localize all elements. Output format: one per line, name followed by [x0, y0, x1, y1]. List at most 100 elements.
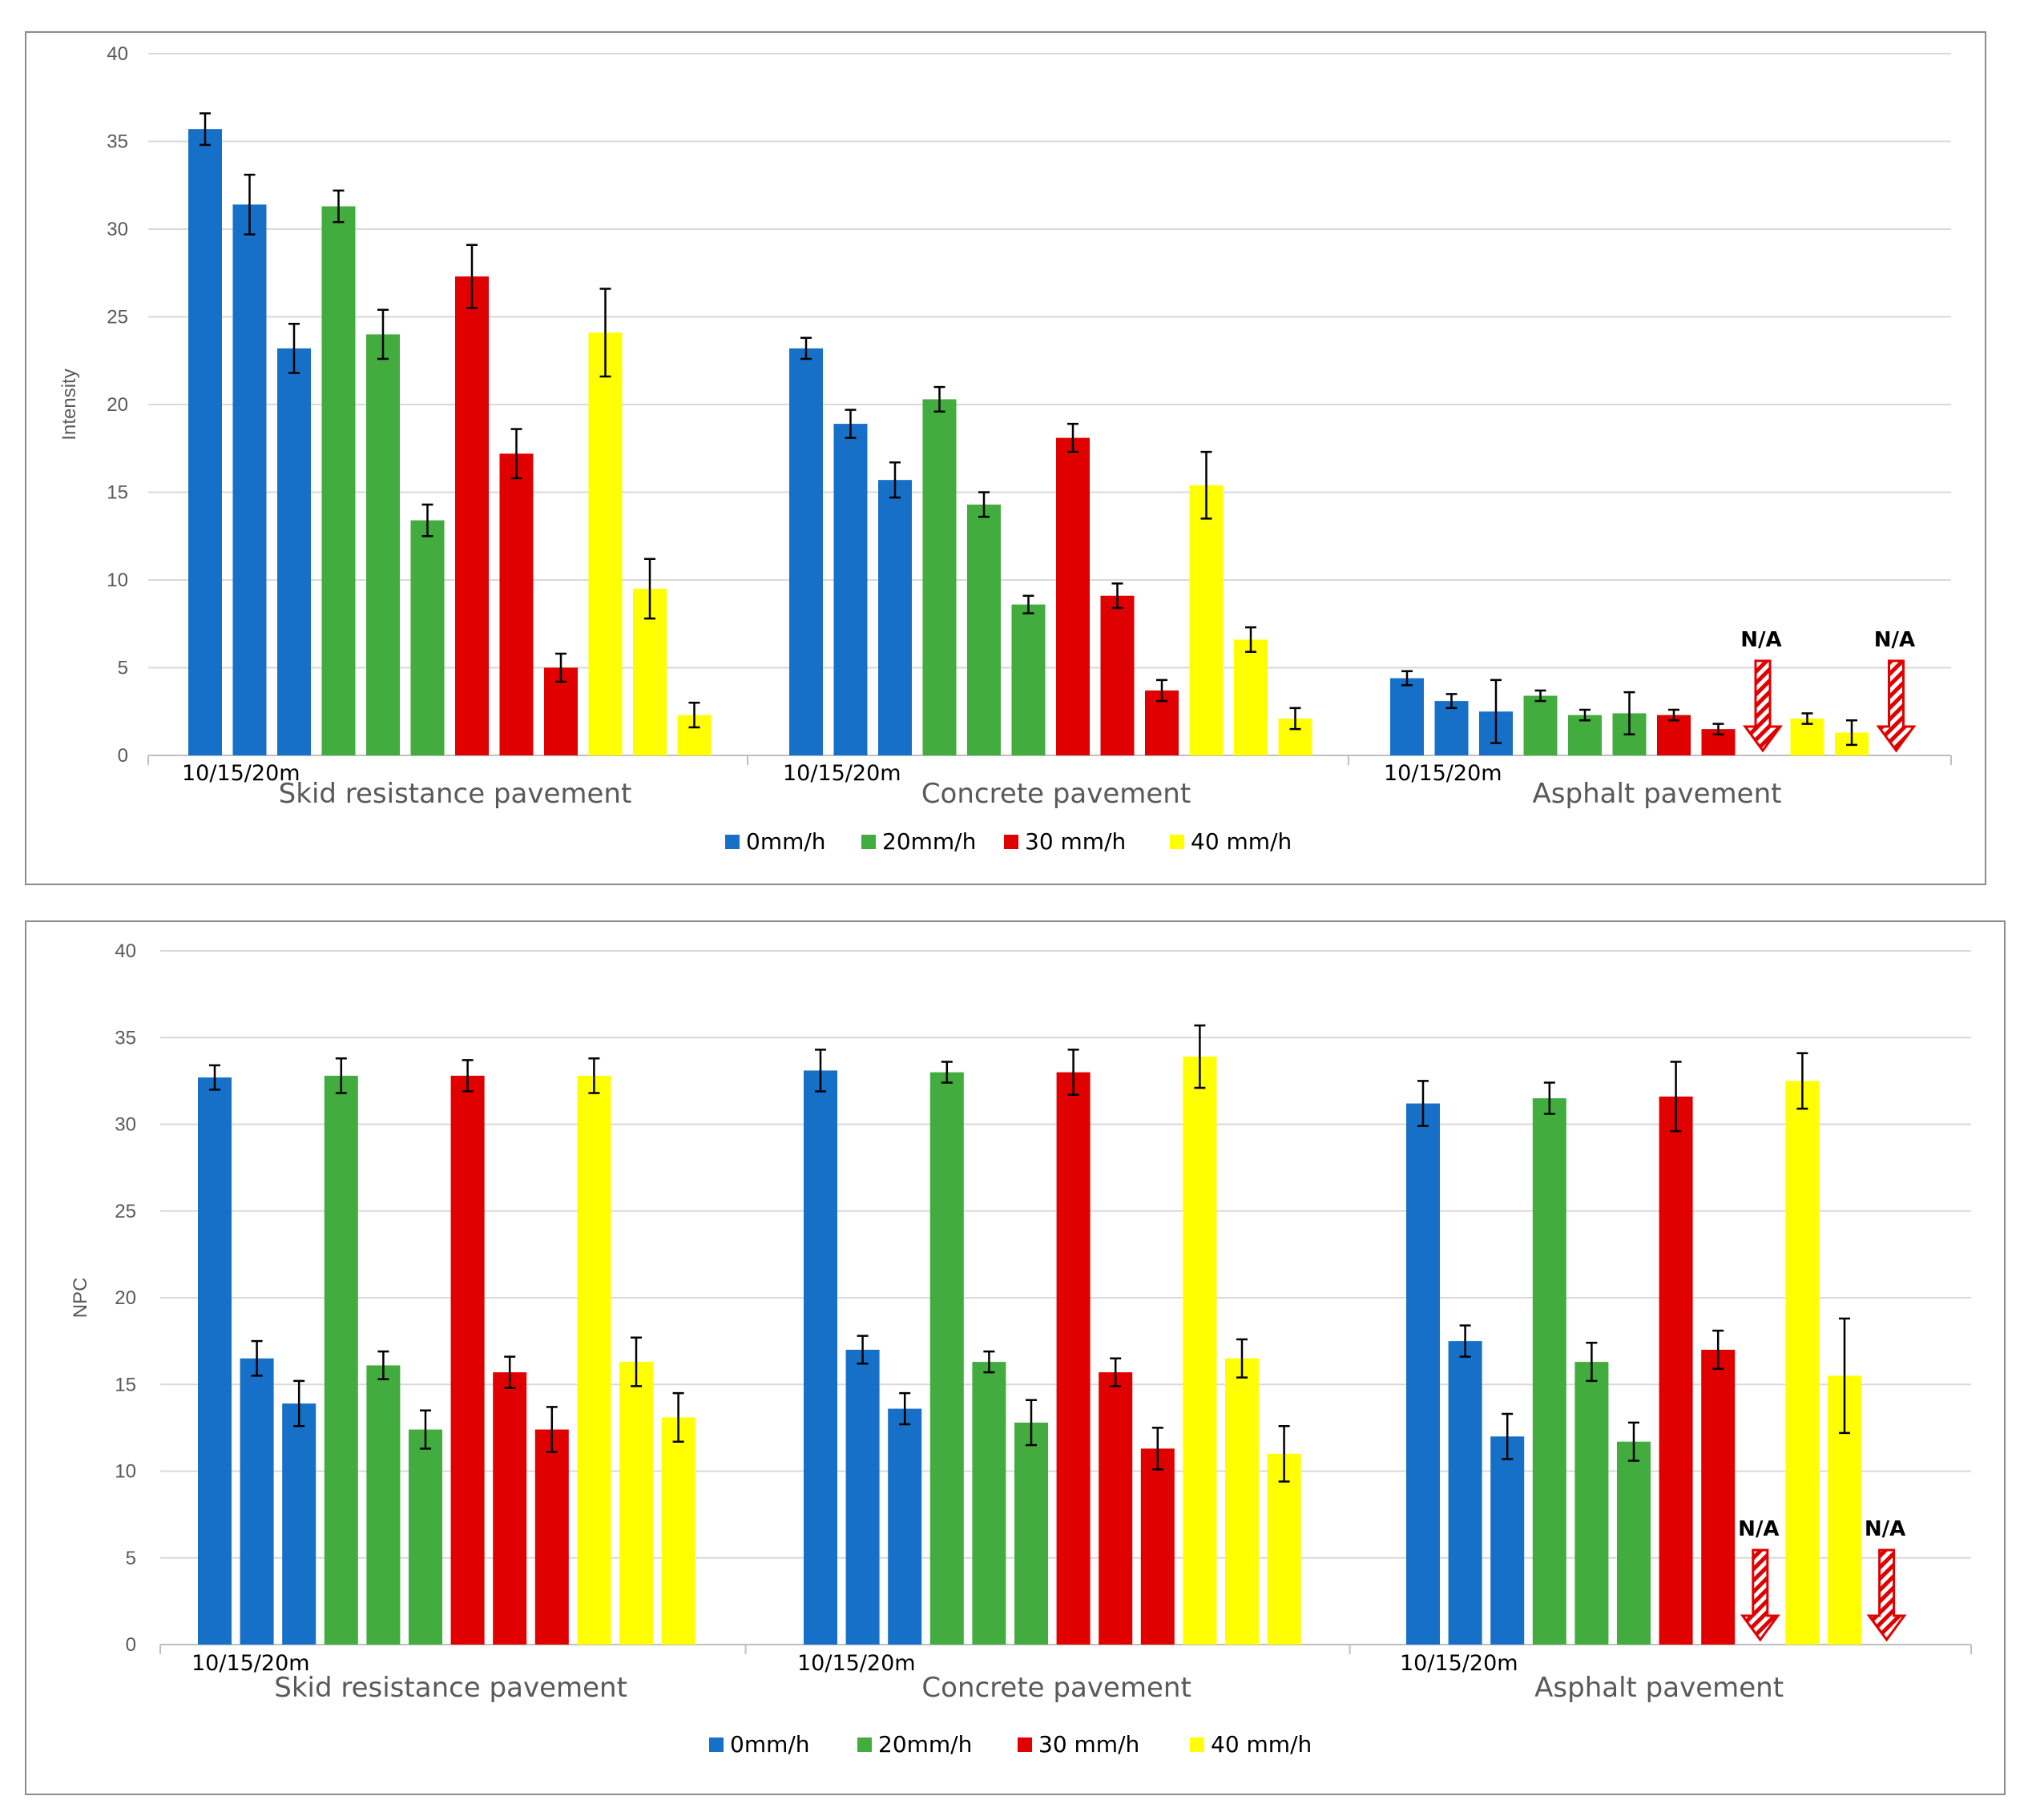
- legend-label: 20mm/h: [878, 1731, 972, 1758]
- error-bar: [1401, 670, 1413, 687]
- error-bar: [688, 702, 700, 729]
- bar: [366, 1365, 401, 1645]
- na-annotation: N/A: [1738, 1517, 1779, 1541]
- bar: [1434, 701, 1469, 755]
- error-bar: [546, 1406, 558, 1453]
- category-label: Asphalt pavement: [1534, 1672, 1784, 1704]
- y-tick-label: 10: [107, 570, 128, 591]
- bar: [1523, 695, 1558, 755]
- y-axis-label: NPC: [70, 1278, 91, 1319]
- category-label: Concrete pavement: [921, 778, 1191, 810]
- bar: [499, 453, 534, 755]
- bar: [188, 129, 222, 756]
- sub-label: 10/15/20m: [192, 1651, 310, 1676]
- y-tick-label: 25: [107, 307, 128, 328]
- category-label: Skid resistance pavement: [274, 1672, 627, 1704]
- error-bar: [510, 428, 522, 480]
- bar: [277, 348, 311, 755]
- error-bar: [555, 652, 566, 683]
- legend-swatch: [1190, 1737, 1204, 1752]
- legend-swatch: [861, 835, 876, 849]
- na-annotation: N/A: [1865, 1517, 1905, 1541]
- bar: [1140, 1448, 1175, 1645]
- category-label: Asphalt pavement: [1533, 778, 1782, 810]
- y-tick-label: 35: [115, 1027, 136, 1049]
- error-bar: [933, 385, 945, 413]
- error-bar: [335, 1057, 347, 1094]
- error-bar: [1712, 1329, 1724, 1371]
- na-annotation: N/A: [1874, 628, 1915, 652]
- sub-label: 10/15/20m: [182, 761, 300, 786]
- bar: [619, 1362, 653, 1645]
- error-bar: [631, 1336, 642, 1387]
- error-bar: [1026, 1399, 1037, 1447]
- error-bar: [1534, 689, 1546, 703]
- bar: [888, 1408, 922, 1645]
- y-tick-label: 15: [115, 1374, 136, 1395]
- error-bar: [251, 1339, 263, 1377]
- error-bar: [504, 1355, 516, 1389]
- bar: [1532, 1098, 1566, 1645]
- error-bar: [1194, 1024, 1206, 1089]
- chart-frame: [25, 31, 1986, 885]
- bar: [1267, 1453, 1301, 1645]
- bar: [1490, 1436, 1525, 1645]
- error-bar: [1156, 678, 1167, 703]
- error-bar: [1796, 1052, 1808, 1110]
- error-bar: [845, 409, 857, 439]
- error-bar: [899, 1391, 911, 1426]
- bar: [410, 520, 445, 755]
- legend-label: 20mm/h: [882, 828, 976, 855]
- bar: [1659, 1096, 1693, 1645]
- bar: [1014, 1422, 1048, 1645]
- na-annotation: N/A: [1740, 628, 1781, 652]
- bar: [1785, 1081, 1820, 1645]
- bar: [878, 480, 912, 755]
- error-bar: [420, 1409, 431, 1450]
- na-arrow-icon: [1743, 659, 1783, 753]
- error-bar: [1623, 691, 1635, 735]
- error-bar: [815, 1049, 826, 1093]
- bar: [1568, 715, 1602, 755]
- sub-label: 10/15/20m: [797, 1651, 916, 1676]
- error-bar: [421, 503, 433, 538]
- y-tick-label: 25: [115, 1201, 136, 1222]
- legend-swatch: [1018, 1737, 1032, 1752]
- bar: [240, 1358, 274, 1645]
- y-tick-label: 5: [118, 658, 128, 679]
- bar: [845, 1349, 880, 1645]
- na-arrow-icon: [1866, 1548, 1907, 1642]
- bar: [1100, 595, 1135, 755]
- error-bar: [466, 244, 478, 309]
- bar: [1234, 639, 1268, 755]
- sub-label: 10/15/20m: [783, 761, 901, 786]
- legend-label: 40 mm/h: [1191, 828, 1292, 855]
- bar: [1701, 1349, 1736, 1645]
- bar: [1183, 1057, 1217, 1645]
- error-bar: [857, 1335, 869, 1365]
- bar: [366, 334, 400, 755]
- error-bar: [288, 323, 300, 374]
- bar: [1574, 1362, 1609, 1645]
- error-bar: [1110, 1357, 1122, 1387]
- error-bar: [200, 112, 211, 147]
- error-bar: [588, 1057, 600, 1094]
- y-tick-label: 30: [107, 219, 128, 240]
- error-bar: [1846, 719, 1857, 747]
- bar: [324, 1075, 358, 1645]
- legend-swatch: [725, 835, 740, 849]
- error-bar: [1579, 708, 1591, 722]
- error-bar: [1839, 1317, 1850, 1435]
- error-bar: [293, 1379, 305, 1427]
- y-tick-label: 5: [126, 1548, 136, 1569]
- error-bar: [1236, 1338, 1248, 1379]
- error-bar: [889, 461, 901, 499]
- y-tick-label: 15: [107, 482, 128, 504]
- error-bar: [209, 1064, 220, 1091]
- error-bar: [244, 173, 256, 236]
- na-arrow-icon: [1740, 1548, 1780, 1642]
- error-bar: [1490, 678, 1502, 744]
- legend-label: 30 mm/h: [1025, 828, 1126, 855]
